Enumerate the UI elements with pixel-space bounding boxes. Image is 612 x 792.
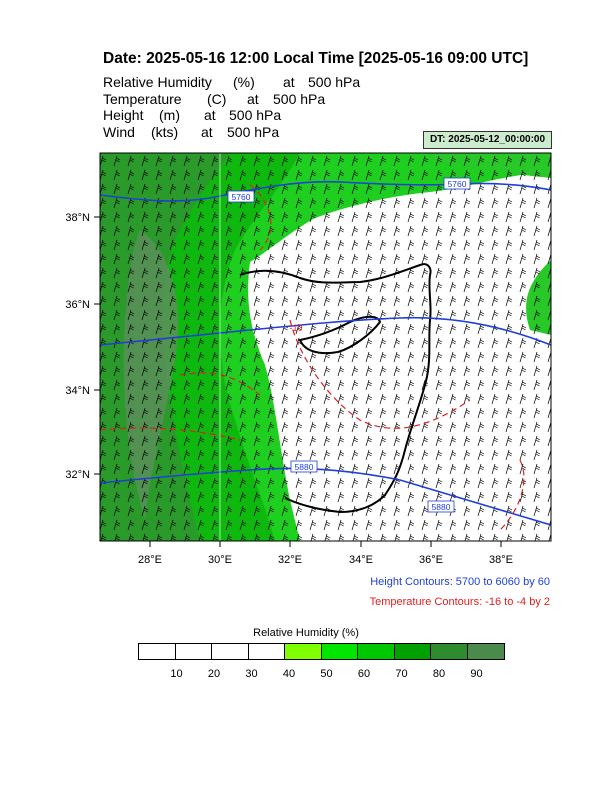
height-label: 5880	[432, 502, 451, 512]
colorbar-label: 30	[245, 668, 258, 680]
colorbar-label: 60	[357, 668, 371, 680]
field-at: at	[201, 123, 213, 140]
temperature-contour-legend: Temperature Contours: -16 to -4 by 2	[369, 596, 550, 608]
field-at: at	[283, 74, 295, 90]
x-tick-label: 30°E	[208, 554, 232, 566]
field-unit: (m)	[159, 107, 180, 123]
colorbar-swatch	[139, 644, 176, 659]
map-panel: 5760 5760 5880 5880 -10	[100, 153, 551, 541]
temperature-label: -10	[289, 323, 302, 333]
field-unit: (%)	[233, 74, 255, 90]
y-tick-label: 36°N	[65, 299, 90, 311]
x-axis: 28°E 30°E 32°E 34°E 36°E 38°E	[138, 541, 513, 566]
field-row-rh: Relative Humidity (%) at 500 hPa	[103, 74, 360, 91]
colorbar-swatch	[321, 644, 358, 659]
colorbar-swatch	[248, 644, 285, 659]
height-contour-5820	[100, 316, 551, 346]
colorbar-title: Relative Humidity (%)	[253, 627, 359, 639]
field-level: 500 hPa	[227, 123, 280, 140]
field-unit: (kts)	[151, 123, 179, 140]
temperature-contours-west	[100, 372, 261, 441]
height-label: 5880	[295, 462, 314, 472]
field-level: 500 hPa	[229, 107, 282, 123]
height-label-box	[443, 177, 471, 190]
field-name: Height	[103, 107, 144, 123]
field-row-temp: Temperature (C) at 500 hPa	[103, 91, 360, 108]
y-tick-label: 32°N	[65, 469, 90, 481]
field-row-wind: Wind (kts) at 500 hPa	[103, 124, 360, 141]
map-title: Date: 2025-05-16 12:00 Local Time [2025-…	[103, 50, 529, 67]
height-label-box	[290, 460, 318, 473]
y-tick-label: 34°N	[65, 385, 90, 397]
field-at: at	[204, 107, 216, 123]
field-row-height: Height (m) at 500 hPa	[103, 107, 360, 124]
colorbar-label: 40	[282, 668, 296, 680]
colorbar-label: 50	[320, 668, 333, 680]
y-axis: 32°N 34°N 36°N 38°N	[65, 212, 100, 481]
field-unit: (C)	[207, 90, 227, 107]
colorbar	[138, 643, 505, 660]
map-frame	[99, 152, 552, 542]
colorbar-swatch	[467, 644, 504, 659]
field-name: Relative Humidity	[103, 74, 212, 90]
x-tick-label: 38°E	[489, 554, 513, 566]
colorbar-label: 80	[432, 668, 446, 680]
field-level: 500 hPa	[273, 90, 326, 107]
colorbar-label: 70	[395, 668, 408, 680]
field-name: Wind	[103, 123, 135, 140]
x-tick-label: 36°E	[419, 554, 443, 566]
temperature-contours	[249, 184, 525, 531]
dt-badge: DT: 2025-05-12_00:00:00	[423, 131, 552, 149]
colorbar-swatch	[285, 644, 322, 659]
colorbar-swatch	[175, 644, 212, 659]
colorbar-swatch	[212, 644, 249, 659]
colorbar-swatch	[358, 644, 395, 659]
coastline	[239, 263, 432, 514]
wind-barbs	[100, 153, 551, 541]
field-at: at	[247, 90, 259, 107]
height-contour-5760	[100, 180, 551, 202]
field-name: Temperature	[103, 90, 182, 107]
height-contour-legend: Height Contours: 5700 to 6060 by 60	[370, 576, 550, 588]
x-tick-label: 34°E	[349, 554, 373, 566]
colorbar-swatch	[394, 644, 431, 659]
height-label-box	[427, 500, 455, 513]
x-tick-label: 32°E	[278, 554, 302, 566]
height-contour-5880	[100, 467, 551, 526]
colorbar-label: 20	[207, 668, 221, 680]
height-label: 5760	[448, 179, 467, 189]
height-label-box	[227, 190, 255, 203]
x-tick-label: 28°E	[138, 554, 162, 566]
field-list: Relative Humidity (%) at 500 hPa Tempera…	[103, 74, 360, 140]
height-label: 5760	[232, 192, 251, 202]
field-level: 500 hPa	[308, 74, 361, 90]
colorbar-swatch	[431, 644, 468, 659]
colorbar-label: 90	[470, 668, 483, 680]
y-tick-label: 38°N	[65, 212, 90, 224]
colorbar-label: 10	[170, 668, 183, 680]
